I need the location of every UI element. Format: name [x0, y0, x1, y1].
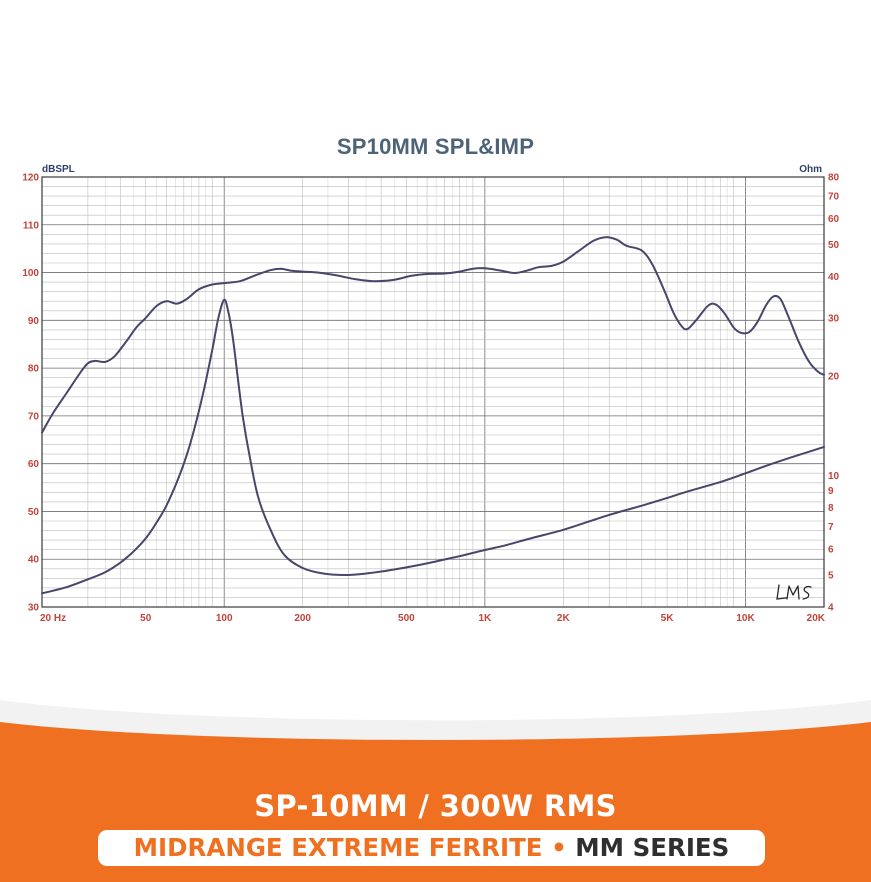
left-tick-label: 100 — [22, 268, 39, 279]
left-tick-label: 60 — [28, 459, 40, 470]
product-series-badge: MIDRANGE EXTREME FERRITE • MM SERIES — [98, 830, 765, 866]
right-tick-label: 60 — [828, 214, 840, 225]
product-line-label: MIDRANGE EXTREME FERRITE — [133, 833, 543, 862]
right-tick-label: 70 — [828, 192, 840, 203]
right-tick-label: 80 — [828, 173, 840, 184]
series-label: MM SERIES — [575, 833, 730, 862]
right-tick-label: 30 — [828, 313, 840, 324]
left-tick-label: 70 — [28, 411, 40, 422]
x-tick-label: 100 — [216, 613, 233, 624]
x-tick-label: 2K — [557, 613, 571, 624]
x-tick-label: 10K — [736, 613, 755, 624]
x-tick-label: 5K — [661, 613, 675, 624]
product-headline: SP-10MM / 300W RMS — [254, 789, 617, 823]
x-tick-label: 20K — [807, 613, 826, 624]
right-tick-label: 9 — [828, 486, 834, 497]
right-tick-label: 5 — [828, 570, 834, 581]
chart-title: SP10MM SPL&IMP — [336, 134, 535, 159]
right-tick-label: 40 — [828, 272, 840, 283]
right-tick-label: 50 — [828, 240, 840, 251]
x-tick-label: 500 — [398, 613, 415, 624]
left-tick-label: 50 — [28, 507, 40, 518]
x-tick-label: 20 Hz — [40, 613, 66, 624]
lms-watermark — [776, 584, 812, 600]
separator-dot: • — [542, 833, 576, 862]
left-tick-label: 120 — [22, 173, 39, 184]
left-tick-label: 40 — [28, 555, 40, 566]
left-tick-label: 90 — [28, 316, 40, 327]
right-tick-label: 7 — [828, 522, 834, 533]
x-tick-label: 50 — [140, 613, 152, 624]
plot-frame — [41, 176, 825, 608]
tick-labels: 20 Hz 50 100 200 500 1K 2K 5K 10K 20K 30 40 50 60 70 80… — [22, 173, 839, 625]
right-tick-label: 10 — [828, 471, 840, 482]
spl-curve — [41, 236, 825, 434]
impedance-curve — [41, 298, 825, 595]
left-tick-label: 80 — [28, 364, 40, 375]
right-tick-label: 8 — [828, 503, 834, 514]
chart-svg: 20 Hz 50 100 200 500 1K 2K 5K 10K 20K 30 40 50 60 70 80… — [22, 164, 839, 625]
x-tick-label: 200 — [294, 613, 311, 624]
curves — [41, 236, 825, 595]
left-axis-unit: dBSPL — [42, 164, 75, 175]
right-tick-label: 6 — [828, 544, 834, 555]
right-tick-label: 4 — [828, 603, 834, 614]
left-tick-label: 110 — [23, 220, 40, 231]
x-tick-label: 1K — [478, 613, 492, 624]
left-tick-label: 30 — [28, 603, 40, 614]
right-tick-label: 20 — [828, 371, 840, 382]
right-axis-unit: Ohm — [799, 164, 822, 175]
